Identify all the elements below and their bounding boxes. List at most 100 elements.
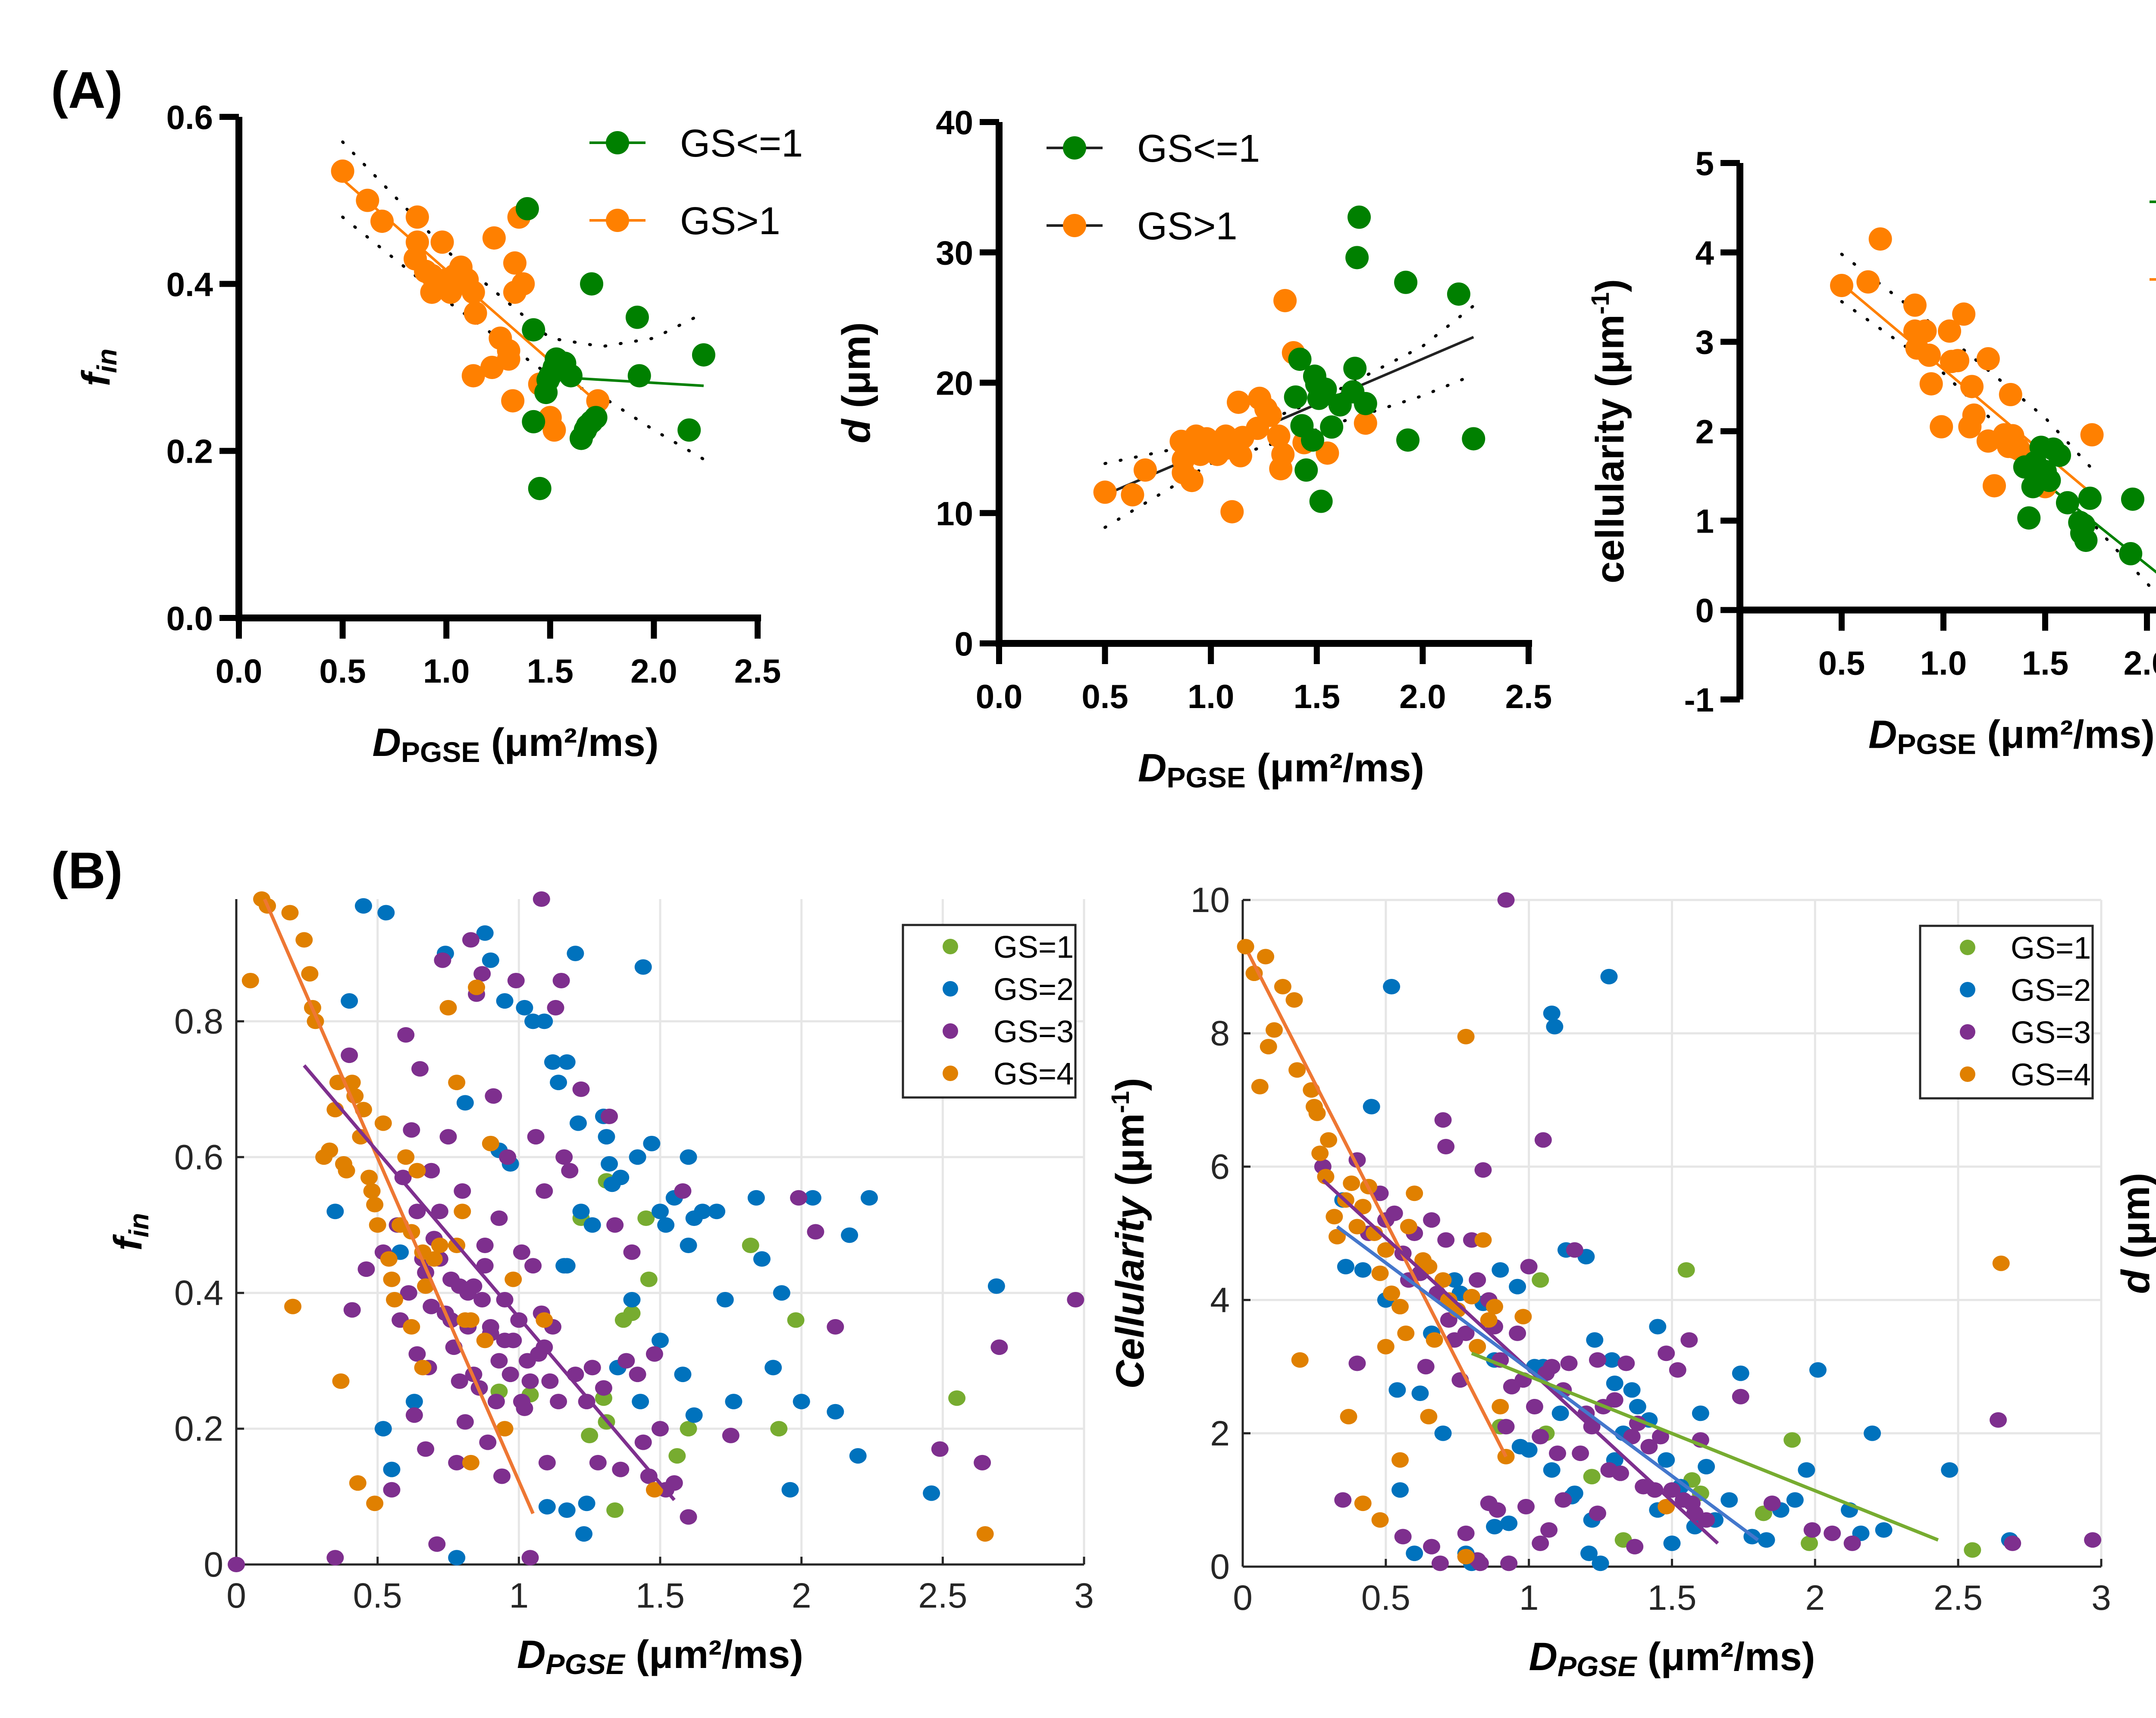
data-point (448, 1550, 466, 1566)
data-point (403, 1319, 420, 1335)
data-point (2080, 423, 2104, 447)
data-point (1803, 1522, 1821, 1538)
data-point (538, 1455, 556, 1470)
y-axis-label: Cellularity (μm-1) (1106, 1078, 1152, 1389)
data-point (464, 301, 487, 325)
data-point (1623, 1429, 1641, 1445)
data-point (742, 1237, 759, 1253)
legend-marker (943, 981, 958, 997)
data-point (580, 272, 604, 296)
y-tick-label: 0 (1695, 592, 1714, 630)
data-point (1093, 480, 1117, 504)
data-point (708, 1204, 726, 1220)
data-point (295, 932, 313, 948)
fit-line-GS3 (303, 1064, 676, 1502)
data-point (456, 1095, 474, 1111)
data-point (1592, 1555, 1609, 1571)
data-point (536, 1312, 553, 1328)
data-point (439, 1000, 457, 1016)
data-point (515, 197, 539, 221)
legend-label: GS=3 (993, 1015, 1074, 1049)
data-point (1320, 1132, 1338, 1148)
data-point (1549, 1445, 1567, 1461)
data-point (505, 1271, 522, 1287)
y-axis-label: cellularity (μm-1) (1586, 279, 1632, 583)
data-point (598, 1129, 615, 1145)
data-point (1903, 293, 1927, 317)
data-point (1284, 385, 1307, 409)
x-tick-label: 1 (1519, 1578, 1539, 1618)
data-point (363, 1183, 381, 1199)
data-point (476, 1332, 494, 1348)
data-point (405, 1407, 423, 1423)
x-tick-label: 1.0 (1920, 644, 1967, 682)
data-point (753, 1251, 771, 1267)
data-point (1758, 1532, 1775, 1548)
data-point (1343, 357, 1367, 380)
legend-marker (606, 209, 629, 232)
data-point (1658, 1499, 1675, 1514)
data-point (550, 1075, 567, 1091)
data-point (722, 1427, 740, 1443)
data-point (1394, 270, 1418, 294)
data-point (1626, 1539, 1644, 1555)
data-point (1917, 343, 1941, 367)
data-point (612, 1169, 630, 1185)
data-point (614, 1312, 632, 1328)
data-point (1396, 428, 1420, 452)
y-tick-label: 8 (1210, 1014, 1230, 1053)
data-point (496, 993, 514, 1009)
data-point (612, 1461, 630, 1477)
data-point (485, 1088, 502, 1104)
data-point (841, 1227, 859, 1243)
data-point (431, 1204, 448, 1220)
y-tick-label: 0.2 (166, 433, 213, 470)
x-tick-label: 3 (2091, 1578, 2111, 1618)
legend-marker (606, 131, 629, 154)
data-point (547, 1000, 564, 1016)
data-point (383, 1271, 401, 1287)
data-point (2017, 506, 2041, 530)
y-tick-label: 20 (936, 364, 973, 402)
data-point (1500, 1515, 1518, 1531)
data-point (1962, 403, 1986, 427)
data-point (461, 364, 485, 388)
data-point (1329, 1229, 1346, 1245)
data-point (1258, 404, 1282, 427)
data-point (1067, 1292, 1084, 1307)
data-point (536, 1013, 553, 1029)
y-tick-label: 0.4 (174, 1273, 223, 1313)
data-point (1431, 1555, 1449, 1571)
data-point (326, 1204, 344, 1220)
legend-label: GS=3 (2011, 1016, 2091, 1050)
data-point (1941, 1462, 1959, 1478)
data-point (787, 1312, 805, 1328)
data-point (1383, 1285, 1401, 1301)
data-point (408, 1163, 426, 1179)
data-point (677, 418, 701, 442)
data-point (417, 1278, 435, 1294)
data-point (1462, 427, 1485, 451)
data-point (555, 1149, 573, 1165)
data-point (321, 1142, 338, 1158)
data-point (1875, 1522, 1893, 1538)
data-point (431, 1237, 448, 1253)
data-point (1180, 469, 1203, 492)
data-point (459, 1285, 477, 1301)
legend-marker (1960, 1024, 1975, 1040)
data-point (487, 1394, 505, 1410)
data-point (575, 1526, 593, 1542)
data-point (1606, 1375, 1623, 1391)
data-point (301, 966, 319, 982)
legend-label: GS=4 (2011, 1058, 2091, 1092)
data-point (2119, 542, 2143, 566)
data-point (1447, 282, 1470, 306)
data-point (793, 1394, 810, 1410)
data-point (1354, 392, 1377, 415)
data-point (454, 1204, 471, 1220)
data-point (629, 1367, 646, 1383)
data-point (493, 1468, 511, 1484)
data-point (632, 1394, 649, 1410)
data-point (482, 1135, 499, 1151)
data-point (544, 1054, 561, 1070)
